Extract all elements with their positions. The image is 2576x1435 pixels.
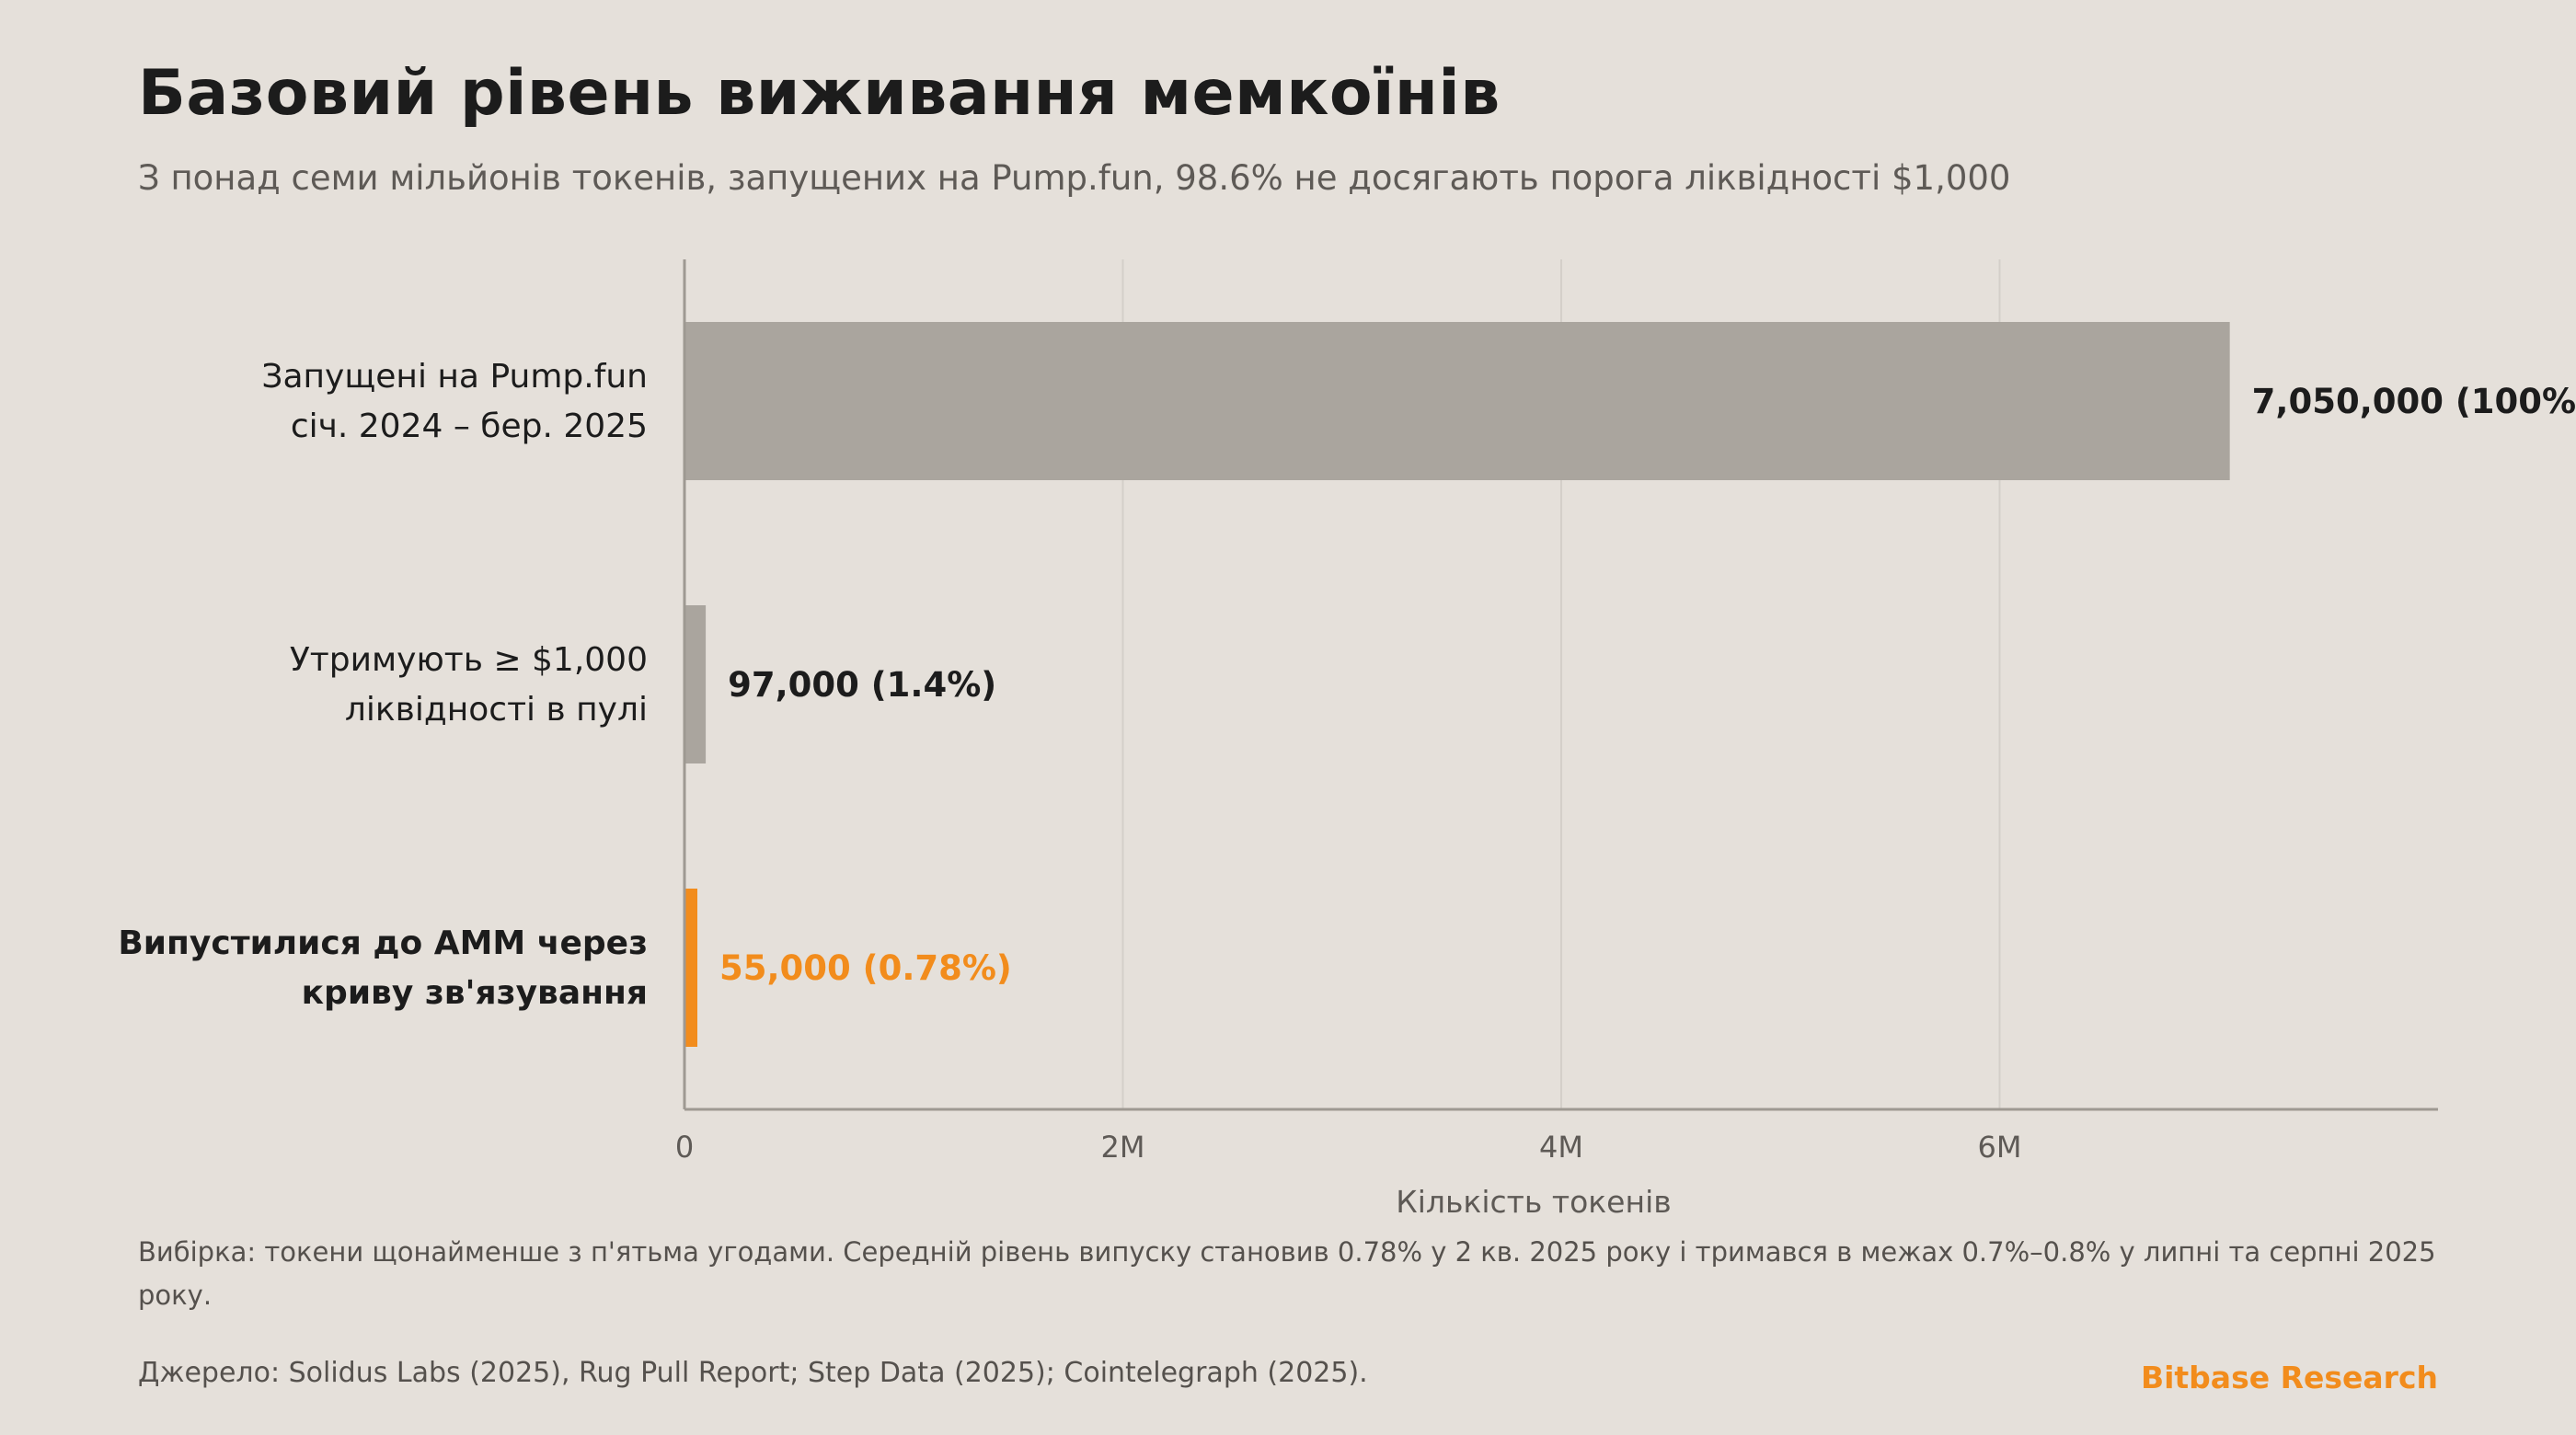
source-line: Джерело: Solidus Labs (2025), Rug Pull R…	[138, 1357, 1368, 1389]
x-tick-label: 2M	[1101, 1130, 1145, 1165]
chart-subtitle: З понад семи мільйонів токенів, запущени…	[138, 158, 2011, 198]
axes	[683, 259, 2438, 1111]
category-label: Випустилися до AMM через	[118, 924, 648, 962]
category-label: січ. 2024 – бер. 2025	[291, 408, 648, 445]
sample-note: Вибірка: токени щонайменше з п'ятьма уго…	[138, 1236, 2436, 1311]
bar-value-label: 97,000 (1.4%)	[728, 665, 996, 705]
bar	[684, 322, 2230, 480]
x-axis-title: Кількість токенів	[1396, 1184, 1671, 1220]
x-tick-label: 6M	[1978, 1130, 2022, 1165]
category-label: Утримують ≥ $1,000	[290, 641, 648, 679]
x-tick-label: 4M	[1539, 1130, 1583, 1165]
chart-title: Базовий рівень виживання мемкоїнів	[138, 57, 1501, 130]
category-label: Запущені на Pump.fun	[261, 358, 648, 396]
category-label: криву зв'язування	[302, 974, 648, 1012]
x-tick-label: 0	[675, 1130, 694, 1165]
bar-value-label: 55,000 (0.78%)	[719, 948, 1012, 988]
brand-logo-text: Bitbase Research	[2140, 1360, 2438, 1395]
labels: 0 2M 4M 6M 7,050,000 (100%) Запущені на Pump.…	[118, 358, 2576, 1165]
bar-chart: 0 2M 4M 6M 7,050,000 (100%) Запущені на Pump.…	[118, 259, 2576, 1220]
bar	[684, 889, 697, 1047]
category-label: ліквідності в пулі	[345, 691, 648, 729]
bar	[684, 605, 707, 763]
bar-value-label: 7,050,000 (100%)	[2252, 382, 2576, 421]
bars	[684, 322, 2230, 1047]
